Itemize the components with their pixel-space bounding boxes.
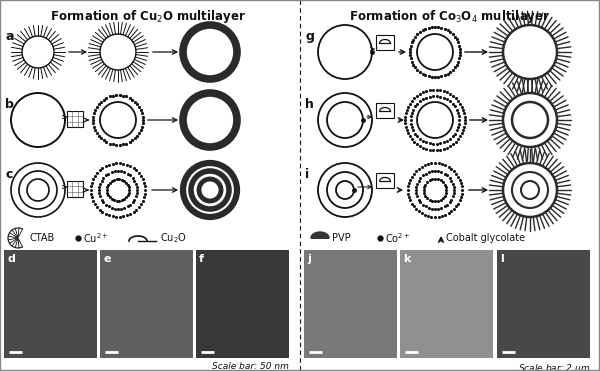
Text: l: l [500, 254, 504, 264]
Bar [304, 250, 397, 358]
Text: Cu$_2$O: Cu$_2$O [160, 231, 187, 245]
Bar [497, 250, 590, 358]
Text: Cu$^{2+}$: Cu$^{2+}$ [83, 231, 109, 245]
Text: c: c [5, 168, 13, 181]
Bar [376, 173, 394, 188]
Bar [67, 111, 83, 127]
Bar [196, 250, 289, 358]
Text: b: b [5, 98, 14, 111]
Bar [376, 103, 394, 118]
Text: a: a [5, 30, 14, 43]
Bar [67, 181, 83, 197]
Text: CTAB: CTAB [30, 233, 55, 243]
Text: j: j [307, 254, 311, 264]
Text: PVP: PVP [332, 233, 350, 243]
Bar [376, 35, 394, 50]
Text: f: f [199, 254, 204, 264]
Text: Scale bar: 2 $\mu$m: Scale bar: 2 $\mu$m [518, 362, 590, 371]
Text: k: k [403, 254, 410, 264]
Text: Cobalt glycolate: Cobalt glycolate [446, 233, 525, 243]
Text: e: e [103, 254, 110, 264]
Text: Formation of Cu$_2$O multilayer: Formation of Cu$_2$O multilayer [50, 8, 246, 25]
Bar [400, 250, 493, 358]
Text: d: d [7, 254, 15, 264]
Text: h: h [305, 98, 314, 111]
Polygon shape [311, 232, 329, 238]
Text: Scale bar: 50 nm: Scale bar: 50 nm [212, 362, 289, 371]
Bar [4, 250, 97, 358]
Bar [100, 250, 193, 358]
Text: Formation of Co$_3$O$_4$ multilayer: Formation of Co$_3$O$_4$ multilayer [349, 8, 551, 25]
Text: i: i [305, 168, 309, 181]
Text: Co$^{2+}$: Co$^{2+}$ [385, 231, 410, 245]
Text: g: g [305, 30, 314, 43]
